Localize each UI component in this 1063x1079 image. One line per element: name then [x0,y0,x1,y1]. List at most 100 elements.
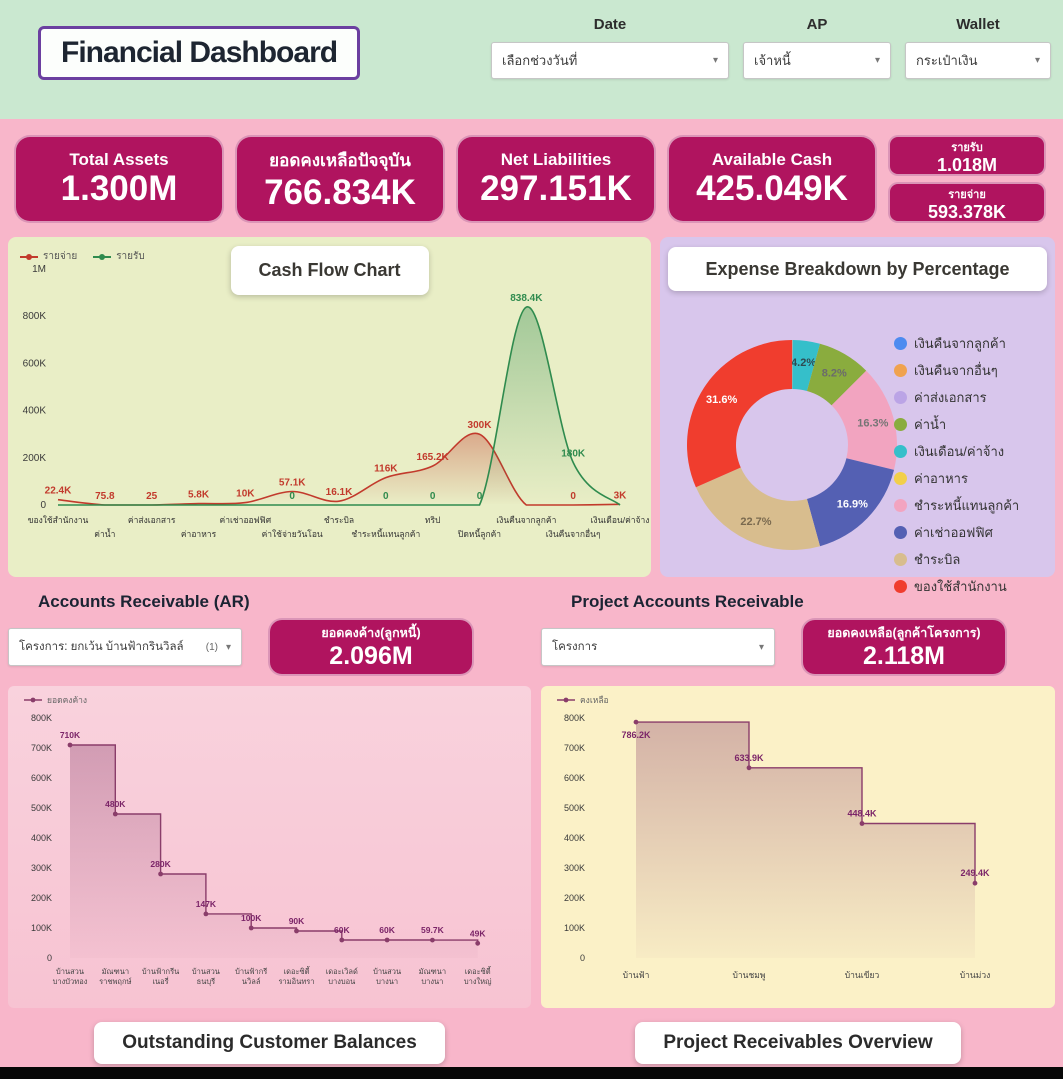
legend-label: ค่าส่งเอกสาร [914,390,987,405]
kpi-project-balance: ยอดคงเหลือ(ลูกค้าโครงการ) 2.118M [801,618,1007,676]
svg-text:ค่าน้ำ: ค่าน้ำ [94,528,115,539]
svg-text:16.1K: 16.1K [326,487,353,498]
footer-bar [0,1067,1063,1079]
filter-date: Date เลือกช่วงวันที่ ▾ [491,16,729,79]
kpi-value: 425.049K [696,169,848,209]
svg-text:249.4K: 249.4K [960,868,990,878]
svg-text:ทริป: ทริป [425,515,441,525]
legend-item: เงินเดือน/ค่าจ้าง [894,441,1019,462]
svg-text:800K: 800K [564,713,585,723]
svg-text:ธนบุรี: ธนบุรี [197,977,216,986]
legend-dot [894,391,907,404]
ar-step-chart[interactable]: 0 100K 200K 300K 400K 500K 600K 700K 800K 710K 480… [8,686,531,1008]
svg-text:0: 0 [289,491,295,502]
kpi-label: ยอดคงค้าง(ลูกหนี้) [321,626,421,641]
project-ar-section: Project Accounts Receivable โครงการ ▾ ยอ… [541,592,1055,1064]
legend-item: รายรับ [93,249,145,264]
legend-line-income [93,253,112,260]
kpi-value: 593.378K [927,201,1007,222]
filter-count-badge: (1) [205,641,218,653]
ar-project-filter-value: โครงการ: ยกเว้น บ้านฟ้ากรินวิลล์ [19,641,184,653]
svg-text:448.4K: 448.4K [847,808,877,818]
ar-chart-panel: 0 100K 200K 300K 400K 500K 600K 700K 800K 710K 480… [8,686,531,1008]
svg-text:75.8: 75.8 [95,491,115,502]
svg-text:49K: 49K [470,928,486,938]
expense-donut-chart[interactable]: 4.2% 8.2% 16.3% 16.9% 22.7% 31.6% [660,237,1055,577]
filter-ap-select[interactable]: เจ้าหนี้ ▾ [743,42,891,79]
svg-text:710K: 710K [60,730,81,740]
filter-wallet-select[interactable]: กระเป๋าเงิน ▾ [905,42,1051,79]
legend-dot [894,499,907,512]
filter-wallet: Wallet กระเป๋าเงิน ▾ [905,16,1051,79]
kpi-label: รายจ่าย [948,188,986,201]
page-title: Financial Dashboard [38,26,361,80]
project-filter-value: โครงการ [552,641,598,653]
svg-text:165.2K: 165.2K [417,452,450,463]
legend-label: รายรับ [116,251,145,262]
ar-project-filter[interactable]: โครงการ: ยกเว้น บ้านฟ้ากรินวิลล์ (1) ▾ [8,628,242,666]
kpi-label: รายรับ [951,141,983,154]
svg-text:300K: 300K [564,863,585,873]
legend-dot [894,526,907,539]
kpi-value: 2.118M [862,642,945,671]
svg-text:10K: 10K [236,489,255,500]
cashflow-legend: รายจ่าย รายรับ [20,249,145,264]
svg-text:บ้านฟ้า: บ้านฟ้า [623,970,650,980]
svg-text:ปิดหนี้ลูกค้า: ปิดหนี้ลูกค้า [457,528,501,540]
legend-label: เงินคืนจากลูกค้า [914,336,1006,351]
project-filter[interactable]: โครงการ ▾ [541,628,775,666]
svg-text:700K: 700K [31,743,52,753]
expense-panel: Expense Breakdown by Percentage 4.2% 8.2%… [660,237,1055,594]
chevron-down-icon: ▾ [712,55,718,66]
kpi-row: Total Assets 1.300M ยอดคงเหลือปัจจุบัน 7… [0,119,1063,223]
legend-label: ค่าเช่าออฟฟิศ [914,525,993,540]
chevron-down-icon: ▾ [225,641,231,653]
filter-wallet-label: Wallet [956,16,1000,33]
cashflow-chart[interactable]: 0 200K 400K 600K 800K 1M 22.4K 75.8 25 5.8K 10K 57.… [8,237,651,577]
svg-text:บางใหญ่: บางใหญ่ [464,977,492,986]
svg-text:100K: 100K [241,913,262,923]
svg-text:147K: 147K [196,899,217,909]
svg-text:ค่าใช้จ่ายวันโอน: ค่าใช้จ่ายวันโอน [262,529,323,539]
svg-text:เงินคืนจากอื่นๆ: เงินคืนจากอื่นๆ [546,528,601,539]
svg-text:8.2%: 8.2% [822,367,847,379]
legend-dot [894,418,907,431]
svg-text:180K: 180K [561,449,586,460]
svg-text:480K: 480K [105,799,126,809]
legend-label: เงินคืนจากอื่นๆ [914,363,998,378]
svg-text:0: 0 [430,491,436,502]
charts-row: 0 200K 400K 600K 800K 1M 22.4K 75.8 25 5.8K 10K 57.… [0,223,1063,594]
svg-text:เนอรี่: เนอรี่ [152,976,168,986]
filter-date-label: Date [593,16,627,33]
svg-text:0: 0 [477,491,483,502]
svg-text:เดอะซิตี้: เดอะซิตี้ [465,966,492,976]
legend-item: รายจ่าย [20,249,77,264]
filter-ap-label: AP [806,16,828,33]
header: Financial Dashboard Date เลือกช่วงวันที่… [0,0,1063,119]
kpi-small-column: รายรับ 1.018M รายจ่าย 593.378K [888,135,1046,223]
expense-legend: เงินคืนจากลูกค้าเงินคืนจากอื่นๆค่าส่งเอก… [894,333,1019,597]
ar-section: Accounts Receivable (AR) โครงการ: ยกเว้น… [8,592,531,1064]
kpi-value: 766.834K [264,172,416,212]
svg-text:200K: 200K [31,893,52,903]
svg-text:บ้านฟ้ากรี: บ้านฟ้ากรี [235,967,267,976]
svg-text:600K: 600K [564,773,585,783]
kpi-total-assets: Total Assets 1.300M [14,135,224,223]
svg-text:300K: 300K [468,420,493,431]
svg-text:ชำระหนี้แทนลูกค้า: ชำระหนี้แทนลูกค้า [351,528,420,540]
legend-label: ชำระบิล [914,552,961,567]
svg-text:ค่าเช่าออฟฟิศ: ค่าเช่าออฟฟิศ [220,515,272,525]
filter-date-select[interactable]: เลือกช่วงวันที่ ▾ [491,42,729,79]
kpi-label: ยอดคงเหลือปัจจุบัน [269,150,411,170]
svg-text:นวิลล์: นวิลล์ [242,977,261,986]
legend-dot [894,472,907,485]
filter-wallet-value: กระเป๋าเงิน [916,53,978,68]
legend-item: ค่าเช่าออฟฟิศ [894,522,1019,543]
legend-label: ค่าน้ำ [914,417,947,432]
legend-dot [894,364,907,377]
svg-text:700K: 700K [564,743,585,753]
project-chart-title: Project Receivables Overview [635,1022,961,1064]
legend-label: ค่าอาหาร [914,471,968,486]
svg-text:บ้านสวน: บ้านสวน [192,967,220,976]
project-step-chart[interactable]: 0 100K 200K 300K 400K 500K 600K 700K 800K 786.2K 6… [541,686,1055,1008]
